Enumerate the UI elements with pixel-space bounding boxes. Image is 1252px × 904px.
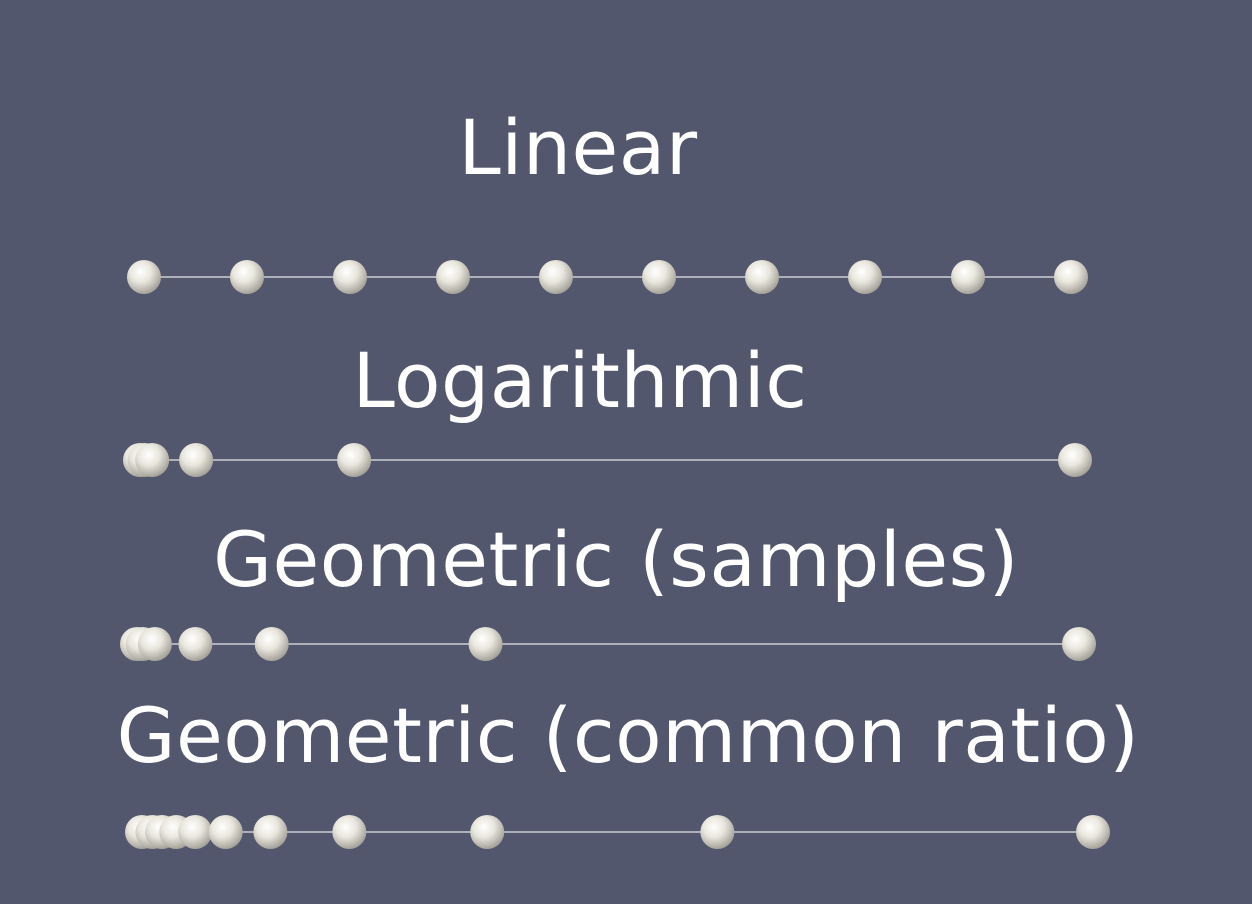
sphere-point <box>642 260 677 294</box>
sphere-point <box>1054 260 1088 294</box>
sphere-point <box>337 443 372 477</box>
sphere-point <box>745 260 780 294</box>
sphere-point <box>208 815 243 849</box>
sphere-point <box>848 260 883 294</box>
strip-geometric-samples <box>120 627 1096 661</box>
title-linear: Linear <box>458 103 698 192</box>
sphere-point <box>179 443 214 477</box>
sphere-point <box>137 627 172 661</box>
sphere-point <box>332 815 367 849</box>
title-geometric-samples: Geometric (samples) <box>213 515 1019 604</box>
sphere-point <box>135 443 170 477</box>
sphere-point <box>435 260 470 294</box>
sphere-point <box>700 815 735 849</box>
sphere-point <box>229 260 264 294</box>
sphere-point <box>178 627 213 661</box>
strip-logarithmic <box>123 443 1092 477</box>
sphere-point <box>1076 815 1110 849</box>
sphere-point <box>1058 443 1092 477</box>
title-geometric-common-ratio: Geometric (common ratio) <box>116 691 1140 780</box>
strip-linear <box>127 260 1088 294</box>
sphere-point <box>127 260 161 294</box>
sphere-point <box>538 260 573 294</box>
sphere-point <box>470 815 505 849</box>
sphere-point <box>254 627 289 661</box>
sphere-point <box>1062 627 1096 661</box>
sphere-point <box>332 260 367 294</box>
sphere-point <box>253 815 288 849</box>
sphere-point <box>468 627 503 661</box>
sphere-point <box>178 815 213 849</box>
strip-geometric-common-ratio <box>125 815 1110 849</box>
sphere-point <box>951 260 986 294</box>
title-logarithmic: Logarithmic <box>352 336 808 425</box>
